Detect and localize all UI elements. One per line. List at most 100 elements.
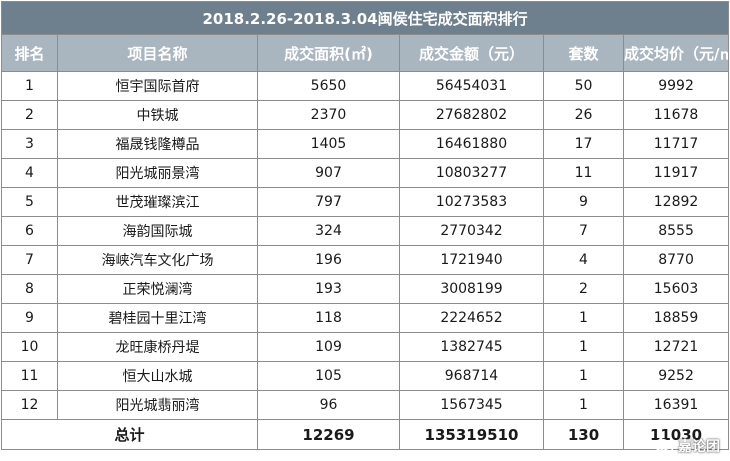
- cell-area: 96: [257, 390, 400, 420]
- cell-avg-price: 11717: [622, 129, 730, 159]
- header-avg-price: 成交均价（元/㎡）: [622, 34, 730, 72]
- cell-amount: 2770342: [399, 216, 544, 246]
- cell-project: 中铁城: [57, 100, 258, 130]
- cell-amount: 10273583: [399, 187, 544, 217]
- cell-units: 1: [543, 361, 624, 391]
- cell-units: 1: [543, 332, 624, 362]
- cell-project: 恒大山水城: [57, 361, 258, 391]
- cell-avg-price: 18859: [622, 303, 730, 333]
- cell-avg-price: 16391: [622, 390, 730, 420]
- header-rank: 排名: [1, 34, 58, 72]
- cell-avg-price: 12721: [622, 332, 730, 362]
- cell-units: 1: [543, 390, 624, 420]
- table-row: 10 龙旺康桥丹堤 109 1382745 1 12721: [1, 332, 730, 362]
- cell-avg-price: 9992: [622, 71, 730, 101]
- total-area: 12269: [257, 419, 400, 450]
- cell-area: 797: [257, 187, 400, 217]
- cell-project: 福晟钱隆樽品: [57, 129, 258, 159]
- cell-avg-price: 8555: [622, 216, 730, 246]
- cell-project: 世茂璀璨滨江: [57, 187, 258, 217]
- cell-amount: 16461880: [399, 129, 544, 159]
- cell-rank: 8: [1, 274, 58, 304]
- table-row: 9 碧桂园十里江湾 118 2224652 1 18859: [1, 303, 730, 333]
- header-row: 排名 项目名称 成交面积(㎡) 成交金额（元） 套数 成交均价（元/㎡）: [1, 34, 730, 72]
- cell-units: 4: [543, 245, 624, 275]
- cell-amount: 1721940: [399, 245, 544, 275]
- cell-area: 196: [257, 245, 400, 275]
- cell-units: 2: [543, 274, 624, 304]
- table-row: 2 中铁城 2370 27682802 26 11678: [1, 100, 730, 130]
- cell-amount: 56454031: [399, 71, 544, 101]
- cell-avg-price: 11678: [622, 100, 730, 130]
- table-row: 12 阳光城翡丽湾 96 1567345 1 16391: [1, 390, 730, 420]
- cell-area: 105: [257, 361, 400, 391]
- cell-avg-price: 9252: [622, 361, 730, 391]
- wechat-icon: [654, 438, 674, 454]
- cell-area: 1405: [257, 129, 400, 159]
- cell-project: 恒宇国际首府: [57, 71, 258, 101]
- cell-amount: 10803277: [399, 158, 544, 188]
- cell-rank: 10: [1, 332, 58, 362]
- cell-area: 5650: [257, 71, 400, 101]
- table-body: 1 恒宇国际首府 5650 56454031 50 9992 2 中铁城 2370 2768280…: [1, 71, 730, 420]
- cell-area: 907: [257, 158, 400, 188]
- cell-area: 193: [257, 274, 400, 304]
- cell-amount: 3008199: [399, 274, 544, 304]
- total-row: 总计 12269 135319510 130 11030: [1, 419, 730, 450]
- cell-area: 118: [257, 303, 400, 333]
- cell-avg-price: 12892: [622, 187, 730, 217]
- header-area: 成交面积(㎡): [257, 34, 400, 72]
- cell-area: 2370: [257, 100, 400, 130]
- ranking-table: 2018.2.26-2018.3.04闽侯住宅成交面积排行 排名 项目名称 成交…: [0, 1, 730, 450]
- table-title: 2018.2.26-2018.3.04闽侯住宅成交面积排行: [0, 1, 730, 35]
- total-label: 总计: [1, 419, 258, 450]
- cell-units: 26: [543, 100, 624, 130]
- cell-rank: 9: [1, 303, 58, 333]
- cell-units: 1: [543, 303, 624, 333]
- cell-rank: 2: [1, 100, 58, 130]
- cell-units: 7: [543, 216, 624, 246]
- cell-project: 碧桂园十里江湾: [57, 303, 258, 333]
- cell-rank: 12: [1, 390, 58, 420]
- cell-rank: 4: [1, 158, 58, 188]
- cell-avg-price: 8770: [622, 245, 730, 275]
- header-units: 套数: [543, 34, 624, 72]
- cell-avg-price: 11917: [622, 158, 730, 188]
- table-title-row: 2018.2.26-2018.3.04闽侯住宅成交面积排行: [0, 1, 730, 35]
- table-row: 4 阳光城丽景湾 907 10803277 11 11917: [1, 158, 730, 188]
- cell-amount: 1567345: [399, 390, 544, 420]
- cell-amount: 968714: [399, 361, 544, 391]
- cell-amount: 1382745: [399, 332, 544, 362]
- cell-rank: 5: [1, 187, 58, 217]
- cell-project: 阳光城翡丽湾: [57, 390, 258, 420]
- table-row: 6 海韵国际城 324 2770342 7 8555: [1, 216, 730, 246]
- table-row: 1 恒宇国际首府 5650 56454031 50 9992: [1, 71, 730, 101]
- cell-avg-price: 15603: [622, 274, 730, 304]
- table-row: 5 世茂璀璨滨江 797 10273583 9 12892: [1, 187, 730, 217]
- watermark: 嘉论团: [654, 436, 720, 456]
- cell-rank: 3: [1, 129, 58, 159]
- cell-project: 龙旺康桥丹堤: [57, 332, 258, 362]
- cell-units: 17: [543, 129, 624, 159]
- cell-rank: 7: [1, 245, 58, 275]
- cell-units: 9: [543, 187, 624, 217]
- cell-units: 11: [543, 158, 624, 188]
- cell-project: 阳光城丽景湾: [57, 158, 258, 188]
- header-amount: 成交金额（元）: [399, 34, 544, 72]
- cell-rank: 6: [1, 216, 58, 246]
- cell-units: 50: [543, 71, 624, 101]
- table-row: 7 海峡汽车文化广场 196 1721940 4 8770: [1, 245, 730, 275]
- cell-rank: 11: [1, 361, 58, 391]
- cell-project: 海韵国际城: [57, 216, 258, 246]
- table-row: 3 福晟钱隆樽品 1405 16461880 17 11717: [1, 129, 730, 159]
- cell-area: 324: [257, 216, 400, 246]
- cell-amount: 2224652: [399, 303, 544, 333]
- cell-project: 正荣悦澜湾: [57, 274, 258, 304]
- watermark-text: 嘉论团: [678, 439, 720, 455]
- cell-rank: 1: [1, 71, 58, 101]
- total-units: 130: [543, 419, 624, 450]
- header-project: 项目名称: [57, 34, 258, 72]
- table-row: 8 正荣悦澜湾 193 3008199 2 15603: [1, 274, 730, 304]
- total-amount: 135319510: [399, 419, 544, 450]
